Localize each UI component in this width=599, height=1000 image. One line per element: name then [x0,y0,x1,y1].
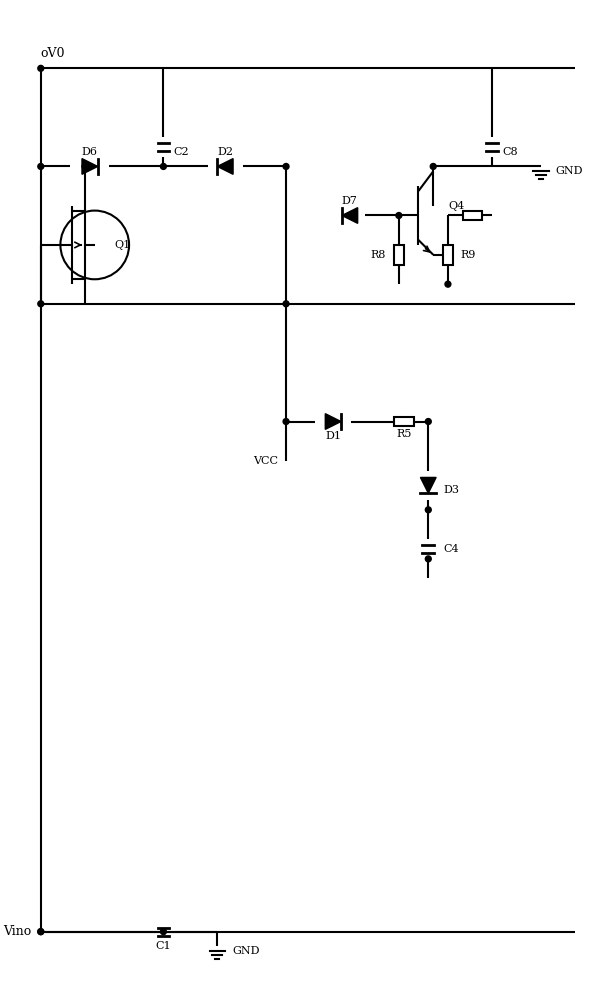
Circle shape [430,164,436,169]
Text: Q1: Q1 [114,240,131,250]
Text: R5: R5 [396,429,412,439]
Text: GND: GND [556,166,583,176]
Text: Q4: Q4 [448,201,464,211]
Circle shape [38,301,44,307]
Text: D1: D1 [325,431,341,441]
Bar [394,245,404,265]
Polygon shape [325,414,341,429]
Circle shape [425,507,431,513]
Text: D7: D7 [342,196,358,206]
Text: Vino: Vino [3,925,31,938]
Bar [462,211,482,220]
Polygon shape [342,208,358,223]
Circle shape [283,419,289,424]
Text: C2: C2 [173,147,189,157]
Text: GND: GND [232,946,259,956]
Circle shape [38,929,44,935]
Circle shape [161,929,167,935]
Circle shape [38,929,44,935]
Text: VCC: VCC [253,456,278,466]
Text: R9: R9 [461,250,476,260]
Circle shape [396,213,402,218]
Text: C1: C1 [156,941,171,951]
Circle shape [161,164,167,169]
Text: oV0: oV0 [41,47,65,60]
Text: R8: R8 [371,250,386,260]
Circle shape [283,164,289,169]
Bar [443,245,453,265]
Text: D6: D6 [82,147,98,157]
Text: D2: D2 [217,147,233,157]
Circle shape [425,419,431,424]
Text: D3: D3 [443,485,459,495]
Bar [394,417,413,426]
Circle shape [82,164,88,169]
Polygon shape [82,159,98,174]
Circle shape [445,281,451,287]
Polygon shape [217,159,233,174]
Text: C8: C8 [502,147,518,157]
Circle shape [283,301,289,307]
Circle shape [38,164,44,169]
Circle shape [425,556,431,562]
Text: C4: C4 [443,544,459,554]
Polygon shape [420,477,436,493]
Circle shape [38,65,44,71]
